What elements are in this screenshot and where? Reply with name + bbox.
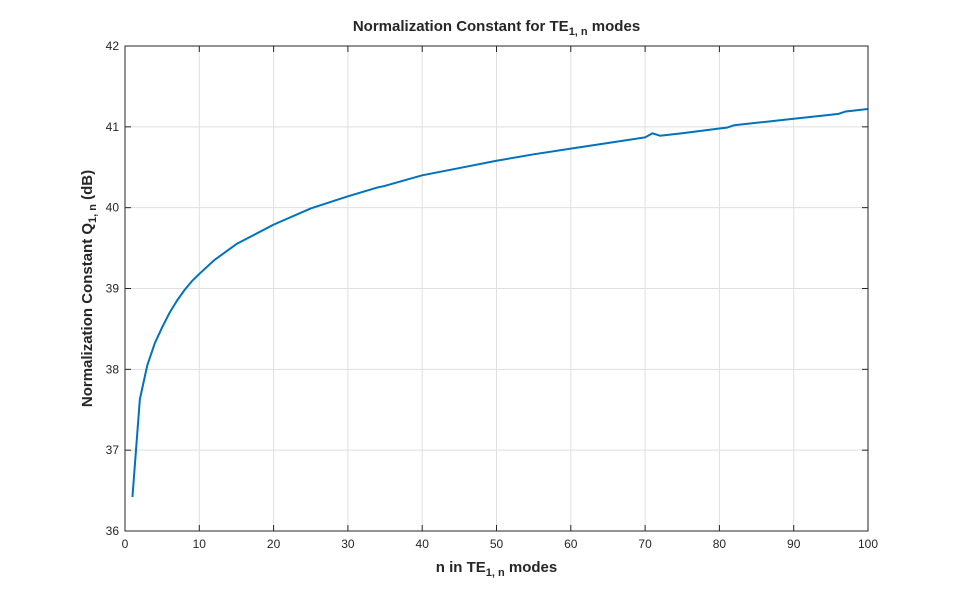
y-tick-label: 36 bbox=[106, 524, 120, 538]
series-layer bbox=[131, 108, 869, 498]
y-tick-label: 38 bbox=[106, 362, 120, 376]
x-tick-label: 60 bbox=[564, 537, 578, 551]
x-tick-label: 20 bbox=[267, 537, 281, 551]
series-line-0 bbox=[131, 108, 869, 498]
y-axis-label: Normalization Constant Q1, n (dB) bbox=[79, 170, 99, 407]
x-tick-label: 10 bbox=[193, 537, 207, 551]
x-tick-label: 0 bbox=[122, 537, 129, 551]
x-tick-label: 70 bbox=[638, 537, 652, 551]
x-tick-label: 50 bbox=[490, 537, 504, 551]
chart-title: Normalization Constant for TE1, n modes bbox=[353, 18, 640, 38]
grid-layer bbox=[125, 46, 868, 531]
x-axis-label: n in TE1, n modes bbox=[436, 559, 557, 579]
x-tick-label: 90 bbox=[787, 537, 801, 551]
y-tick-label: 37 bbox=[106, 443, 120, 457]
y-tick-label: 42 bbox=[106, 39, 120, 53]
y-tick-label: 40 bbox=[106, 201, 120, 215]
y-tick-label: 41 bbox=[106, 120, 120, 134]
y-tick-label: 39 bbox=[106, 282, 120, 296]
x-tick-label: 30 bbox=[341, 537, 355, 551]
x-tick-label: 40 bbox=[416, 537, 430, 551]
tick-layer: 0 10 20 30 40 50 60 70 80 90 100 36 37 38 39 40 41 42 bbox=[106, 39, 879, 551]
x-tick-label: 80 bbox=[713, 537, 727, 551]
x-tick-label: 100 bbox=[858, 537, 878, 551]
